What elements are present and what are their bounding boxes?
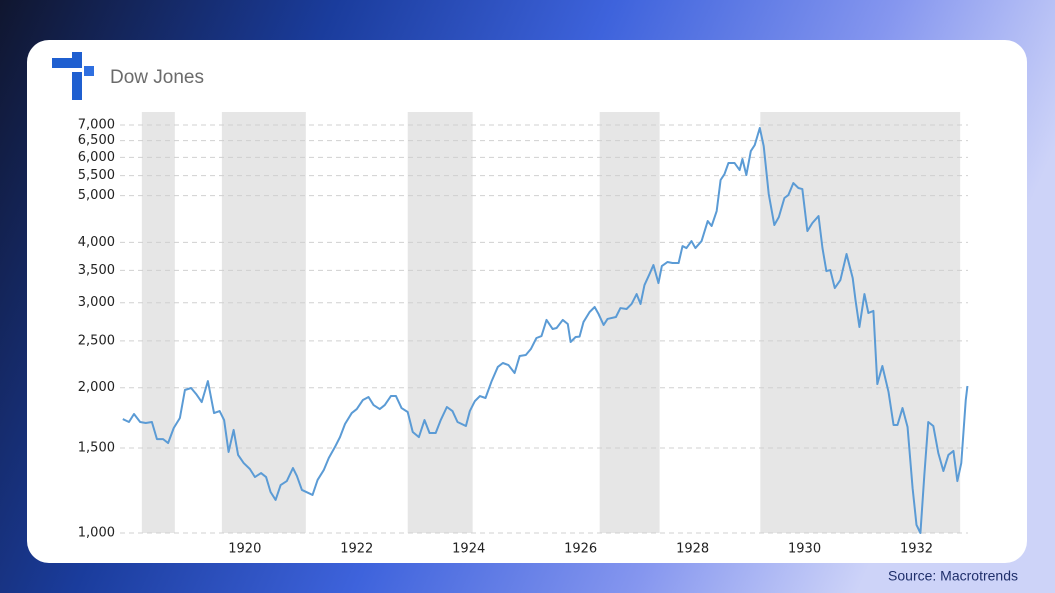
x-tick-label: 1928	[676, 542, 709, 557]
y-tick-label: 5,000	[78, 188, 115, 203]
y-tick-label: 4,000	[78, 235, 115, 250]
x-tick-label: 1924	[452, 542, 485, 557]
x-tick-label: 1930	[788, 542, 821, 557]
y-tick-label: 2,000	[78, 380, 115, 395]
logo	[52, 52, 94, 100]
y-tick-label: 1,500	[78, 440, 115, 455]
source: Source: Macrotrends	[888, 568, 1018, 584]
shaded-period	[599, 112, 660, 533]
x-tick-label: 1922	[340, 542, 373, 557]
x-tick-label: 1932	[900, 542, 933, 557]
y-tick-label: 3,000	[78, 295, 115, 310]
x-tick-label: 1920	[228, 542, 261, 557]
shaded-period	[141, 112, 175, 533]
chart-title: Dow Jones	[110, 67, 204, 88]
line	[122, 127, 969, 534]
y-tick-label: 7,000	[78, 118, 115, 133]
shaded-period	[407, 112, 473, 533]
y-tick-label: 2,500	[78, 333, 115, 348]
x-tick-label: 1926	[564, 542, 597, 557]
y-tick-label: 6,000	[78, 150, 115, 165]
y-tick-label: 1,000	[78, 526, 115, 541]
y-tick-label: 6,500	[78, 133, 115, 148]
y-tick-label: 3,500	[78, 263, 115, 278]
shaded-period	[221, 112, 306, 533]
y-tick-label: 5,500	[78, 168, 115, 183]
